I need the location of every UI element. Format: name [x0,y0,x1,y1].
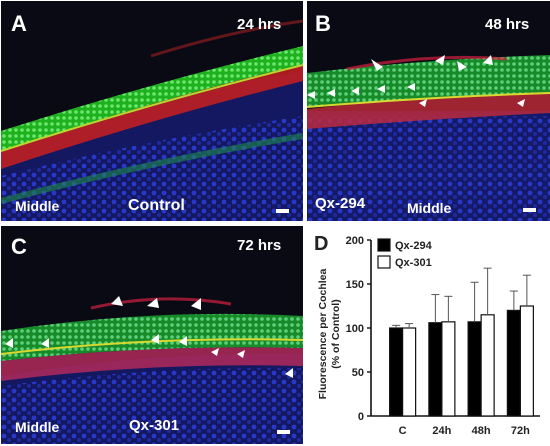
x-tick-label: 72h [511,425,530,437]
bar-qx-301-48h [480,314,495,417]
legend-swatch [377,255,391,269]
panel-c-scale-bar [277,430,290,434]
panel-b-letter: B [315,11,331,36]
bar-qx-294-c [389,327,404,417]
panel-c-letter: C [11,234,27,259]
y-tick-label: 100 [346,323,364,335]
y-tick-label: 200 [346,235,364,247]
panel-b-drug-label: Qx-294 [315,195,366,212]
panel-a-image [1,19,303,221]
panel-b-image [307,55,550,221]
y-tick-label: 150 [346,279,364,291]
bar-qx-294-48h [467,321,482,417]
bar-qx-301-c [402,327,417,417]
panel-a-region-label: Middle [15,198,60,214]
panel-a-micrograph: A 24 hrs Middle Control [1,1,303,221]
panel-a-letter: A [11,11,27,36]
panel-c-micrograph: C 72 hrs Middle Qx-301 [1,226,303,444]
panel-d-letter: D [314,233,328,255]
x-tick-label: 24h [432,425,451,437]
bar-qx-294-72h [506,309,521,417]
legend-label: Qx-294 [395,240,433,252]
y-tick-label: 0 [358,411,364,423]
panel-c-time-label: 72 hrs [237,237,282,254]
panel-c-image [1,296,303,444]
fluorescence-bar-chart: D Fluorescence per Cochlea (% of Control… [314,233,540,437]
panel-b-time-label: 48 hrs [485,16,530,33]
x-tick-label: C [399,425,407,437]
panel-a-time-label: 24 hrs [237,16,282,33]
panel-c-drug-label: Qx-301 [129,417,180,434]
panel-b-scale-bar [523,208,536,212]
panel-a-scale-bar [276,209,289,213]
legend-swatch [377,238,391,252]
x-tick-label: 48h [472,425,491,437]
y-axis-label-line1: Fluorescence per Cochlea [317,268,329,399]
legend-label: Qx-301 [395,257,432,269]
y-tick-label: 50 [352,367,364,379]
panel-b-region-label: Middle [407,200,452,216]
panel-b-micrograph: B 48 hrs Qx-294 Middle [307,1,550,221]
panel-a-condition-label: Control [128,197,185,214]
bar-qx-301-72h [519,305,534,417]
bar-qx-301-24h [441,321,456,417]
panel-c-region-label: Middle [15,419,60,435]
y-axis-label-line2: (% of Control) [330,299,342,368]
panel-d-chart: D Fluorescence per Cochlea (% of Control… [308,226,550,446]
bar-qx-294-24h [428,322,443,417]
